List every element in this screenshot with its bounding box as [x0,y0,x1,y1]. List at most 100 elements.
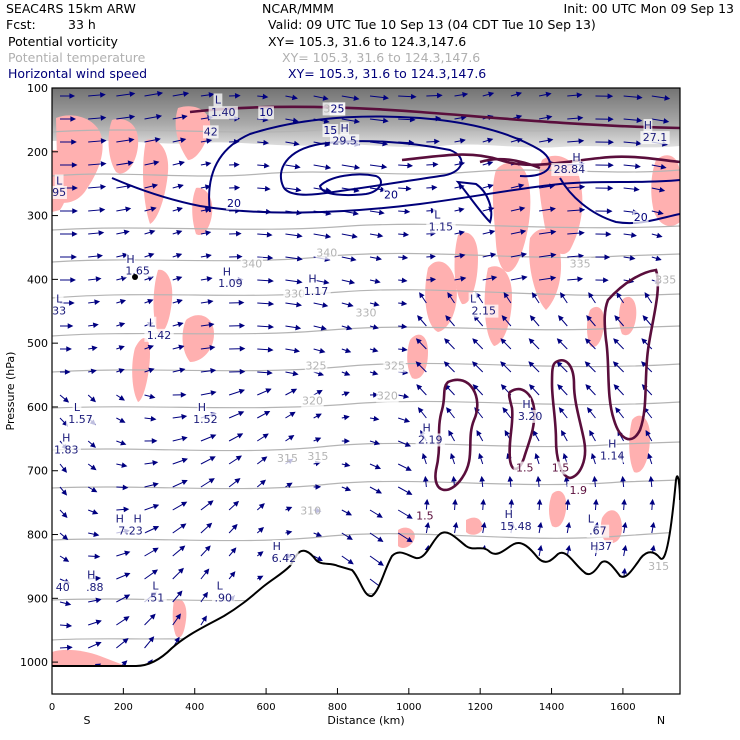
extrema-label: L [74,401,81,414]
wind-vector-head [100,161,107,167]
wind-vector-head [179,545,186,552]
wind-vector-head [315,531,323,537]
theta-label: 325 [384,359,405,372]
extrema-label: 1.14 [600,449,625,462]
wind-vector-head [417,315,423,322]
extrema-label-bg [215,579,225,593]
wind-vector-head [374,464,382,470]
theta-label: 315 [307,450,328,463]
x-end-label-south: S [84,714,91,727]
wind-vector-head [373,301,380,307]
theta-label-bg [304,359,328,373]
field-xy-pv: XY= 105.3, 31.6 to 124.3,147.6 [268,34,467,49]
wind-vector-head [343,414,350,421]
wind-vector-head [536,498,543,505]
extrema-label: H [340,122,348,135]
wind-vector-head [558,315,564,322]
wind-vector-head [121,660,128,667]
extrema-label: H [273,540,281,553]
wind-vector-head [630,232,637,238]
wind-vector-head [556,338,563,345]
wind-vector-head [375,255,382,262]
wind-vector-head [431,184,438,191]
wind-vector-head [401,300,408,307]
wind-speed-label: 10 [259,106,273,119]
wind-vector-head [66,346,72,352]
extrema-label: 28.84 [554,163,586,176]
wind-vector-head [663,118,670,124]
wind-vector-head [148,252,155,259]
wind-vector-head [373,415,380,422]
wind-vector-head [344,461,351,468]
wind-vector-head [592,475,598,482]
x-tick-label: 0 [49,702,55,713]
wind-vector-head [181,501,188,507]
theta-label-bg [306,450,330,464]
x-end-label-north: N [657,714,665,727]
wind-vector-head [528,338,535,345]
extrema-label-bg [197,400,207,414]
wind-speed-label-bg [632,210,649,224]
wind-vector-head [565,521,572,528]
extrema-label: L [152,580,159,593]
wind-vector-head [293,140,300,147]
wind-vector-head [181,413,188,420]
wind-vector-head [286,506,293,512]
extrema-label: .51 [147,592,165,605]
wind-vector-head [561,430,567,437]
wind-vector-head [292,117,299,124]
theta-label: 315 [277,452,298,465]
wind-vector-head [71,139,77,145]
wind-vector-head [586,407,593,414]
wind-vector-head [452,521,459,528]
wind-vector-head [558,407,565,414]
extrema-label: .88 [86,581,104,594]
extrema-label-bg [83,580,107,594]
wind-vector-head [98,230,105,236]
wind-vector-head [403,417,411,423]
wind-vector-head [257,551,264,557]
wind-vector-head [605,231,612,237]
wind-vector-head [64,369,71,375]
wind-vector-head [472,384,479,391]
wind-vector-head [180,137,187,143]
extrema-label: 15.48 [500,520,532,533]
wind-vector-head [266,231,273,238]
wind-vector-head [449,452,456,460]
wind-vector-head [620,475,626,482]
wind-vector-head [576,92,583,98]
wind-vector-head [124,550,131,556]
fcst-value: 33 h [68,17,96,32]
wind-vector-head [550,275,557,282]
wind-vector-head [210,390,217,396]
wind-vector-head [120,440,127,446]
wind-vector-head [417,407,424,414]
x-tick-label: 200 [114,702,133,713]
wind-vector-head [122,484,129,491]
wind-vector-head [650,521,656,528]
extrema-label-bg [126,252,135,266]
wind-vector-head [579,184,586,190]
extrema-label: H [87,569,95,582]
wind-vector-head [235,230,242,237]
wind-vector-head [148,367,155,374]
wind-vector-head [176,590,183,597]
field-name-theta: Potential temperature [8,50,146,65]
wind-vector-head [149,393,156,400]
wind-vector-head [547,137,554,144]
wind-vector-head [149,613,156,620]
wind-vector-head [231,523,238,530]
wind-vector-head [129,114,136,120]
wind-vector-head [604,254,611,260]
wind-vector-head [323,118,330,124]
y-tick-label: 100 [27,82,48,95]
wind-vector-head [71,231,78,237]
wind-vector-head [377,232,384,239]
wind-vector-head [152,460,159,466]
wind-vector-head [316,389,323,396]
wind-vector-head [234,184,241,191]
wind-vector-head [410,93,417,100]
wind-vector-head [480,498,486,505]
wind-vector-head [545,91,552,98]
